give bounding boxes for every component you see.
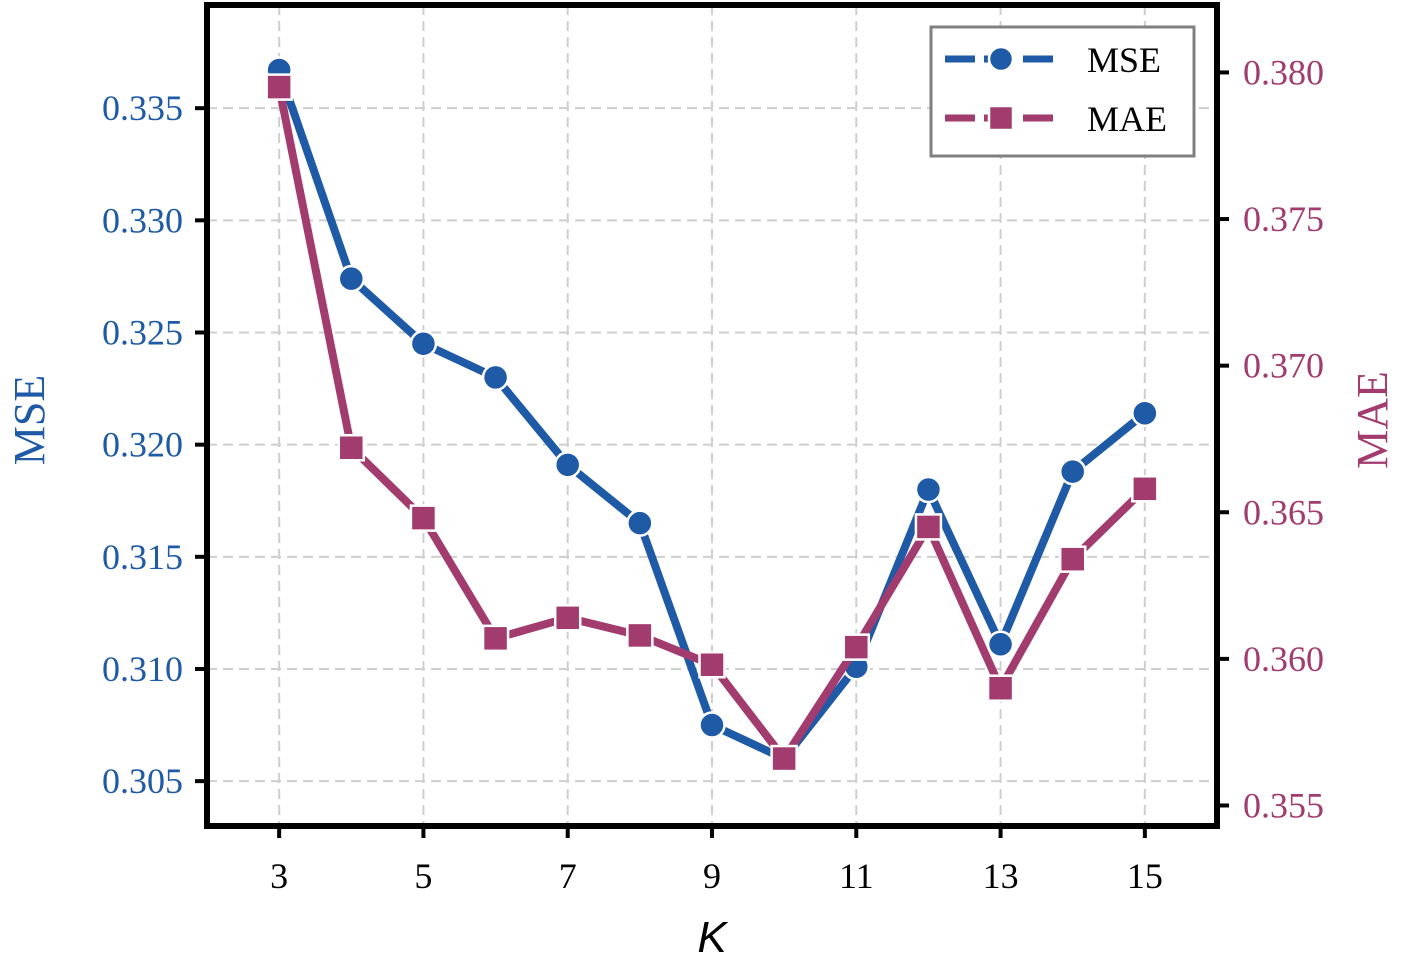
- mse-point-5: [409, 329, 438, 358]
- legend-box: [929, 25, 1196, 158]
- legend: MSE MAE: [929, 25, 1196, 158]
- mae-point-9: [698, 650, 726, 679]
- mse-point-9: [698, 711, 726, 739]
- x-tick-label-9: 9: [703, 856, 721, 896]
- mse-point-6: [481, 363, 510, 392]
- mse-point-14: [1058, 457, 1087, 486]
- x-tick-label-13: 13: [983, 856, 1019, 896]
- mae-point-14: [1058, 545, 1087, 573]
- y-axis-label-left: MSE: [5, 375, 54, 465]
- mse-point-8: [626, 509, 654, 537]
- left-tick-label-0.335: 0.335: [102, 88, 183, 128]
- legend-marker-mse: [987, 45, 1015, 73]
- x-tick-label-7: 7: [559, 856, 577, 896]
- mae-point-15: [1131, 475, 1159, 503]
- right-tick-label-0.370: 0.370: [1243, 346, 1324, 386]
- right-tick-label-0.365: 0.365: [1243, 492, 1324, 532]
- mae-point-7: [553, 604, 582, 632]
- mae-point-3: [265, 73, 293, 101]
- x-tick-label-5: 5: [414, 856, 432, 896]
- right-tick-label-0.380: 0.380: [1243, 52, 1324, 92]
- y-axis-label-right: MAE: [1348, 371, 1397, 469]
- mae-point-13: [986, 674, 1015, 702]
- mae-point-11: [842, 633, 871, 661]
- left-tick-label-0.325: 0.325: [102, 313, 183, 353]
- x-tick-label-3: 3: [270, 856, 288, 896]
- mae-point-5: [409, 504, 438, 532]
- right-tick-label-0.360: 0.360: [1243, 639, 1324, 679]
- mse-point-12: [914, 475, 943, 504]
- mse-point-4: [337, 264, 366, 293]
- mae-point-12: [914, 513, 943, 541]
- legend-label-mae: MAE: [1087, 99, 1167, 139]
- right-tick-label-0.375: 0.375: [1243, 199, 1324, 239]
- left-tick-label-0.315: 0.315: [102, 537, 183, 577]
- mae-point-10: [770, 744, 798, 773]
- x-tick-label-11: 11: [839, 856, 874, 896]
- right-axis: 0.355 0.360 0.365 0.370 0.375 0.380: [1217, 52, 1324, 825]
- left-tick-label-0.305: 0.305: [102, 761, 183, 801]
- series-mse: [265, 56, 1159, 773]
- x-tick-label-15: 15: [1127, 856, 1163, 896]
- x-axis-label: K: [697, 913, 728, 962]
- mae-point-8: [626, 621, 654, 650]
- right-tick-label-0.355: 0.355: [1243, 785, 1324, 825]
- mse-point-13: [986, 630, 1015, 659]
- legend-marker-mae: [987, 104, 1015, 132]
- left-tick-label-0.320: 0.320: [102, 425, 183, 465]
- series-mae: [265, 73, 1159, 773]
- mae-point-4: [337, 434, 366, 462]
- left-tick-label-0.310: 0.310: [102, 649, 183, 689]
- left-tick-label-0.330: 0.330: [102, 200, 183, 240]
- left-axis: 0.305 0.310 0.315 0.320 0.325 0.330 0.335: [102, 88, 207, 801]
- mse-point-15: [1131, 399, 1159, 428]
- mae-point-6: [481, 624, 510, 653]
- mse-point-7: [553, 451, 582, 479]
- legend-label-mse: MSE: [1087, 40, 1161, 80]
- x-axis: 3 5 7 9 11 13 15: [270, 826, 1163, 896]
